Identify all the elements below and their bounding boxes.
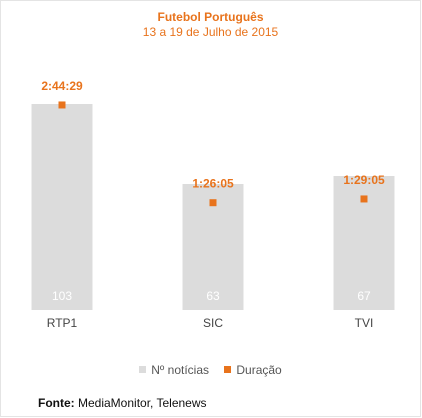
legend-swatch-duration <box>224 366 232 373</box>
x-tick-label-rtp1: RTP1 <box>47 316 78 330</box>
legend-item-duration[interactable]: Duração <box>224 363 282 377</box>
duration-marker-rtp1 <box>58 101 66 109</box>
source-text: MediaMonitor, Telenews <box>78 396 207 410</box>
source-note: Fonte: MediaMonitor, Telenews <box>38 396 207 410</box>
bar-value-label-tvi: 67 <box>357 289 371 303</box>
duration-marker-tvi <box>360 195 368 203</box>
legend-label-news-count: Nº notícias <box>151 363 210 377</box>
bar-value-label-rtp1: 103 <box>52 289 72 303</box>
duration-label-sic: 1:26:05 <box>192 177 234 191</box>
chart-subtitle: 13 a 19 de Julho de 2015 <box>142 25 279 39</box>
duration-label-rtp1: 2:44:29 <box>41 79 83 93</box>
source-label: Fonte: <box>38 396 75 410</box>
x-tick-label-tvi: TVI <box>355 316 374 330</box>
bar-rtp1 <box>31 104 93 310</box>
legend: Nº notícias Duração <box>1 363 420 377</box>
x-tick-label-sic: SIC <box>203 316 223 330</box>
duration-label-tvi: 1:29:05 <box>343 173 385 187</box>
legend-swatch-news-count <box>139 366 147 373</box>
legend-label-duration: Duração <box>236 363 282 377</box>
legend-item-news-count[interactable]: Nº notícias <box>139 363 209 377</box>
duration-marker-sic <box>209 199 217 207</box>
bar-value-label-sic: 63 <box>206 289 220 303</box>
chart-title: Futebol Português <box>157 10 264 24</box>
